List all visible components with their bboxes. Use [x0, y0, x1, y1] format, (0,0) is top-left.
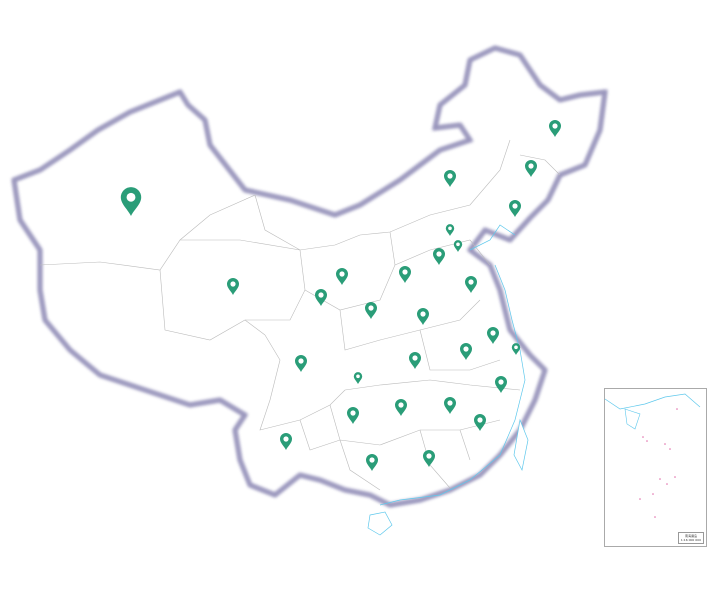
map-pin-icon-zhejiang[interactable]	[495, 376, 507, 393]
inset-legend: 南海诸岛 1:16 000 000	[677, 532, 704, 544]
south-china-sea-inset: 南海诸岛 1:16 000 000	[604, 388, 707, 547]
map-pin-icon-hebei[interactable]	[433, 248, 445, 265]
map-pin-icon-henan[interactable]	[417, 308, 429, 325]
map-pin-icon-jiangsu[interactable]	[487, 327, 499, 344]
map-pin-icon-jilin[interactable]	[525, 160, 537, 177]
map-pin-icon-hubei[interactable]	[409, 352, 421, 369]
map-pin-icon-hunan[interactable]	[395, 399, 407, 416]
coastline-water	[367, 224, 529, 536]
map-pin-icon-shanghai[interactable]	[511, 343, 521, 355]
inset-title: 南海诸岛	[684, 534, 697, 538]
map-pin-icon-shandong[interactable]	[465, 276, 477, 293]
country-outline	[11, 45, 608, 508]
province-boundaries	[39, 139, 561, 491]
marker-layer	[120, 120, 561, 471]
map-pin-icon-inner-mongolia[interactable]	[444, 170, 456, 187]
inset-map	[604, 393, 701, 518]
map-pin-icon-shanxi[interactable]	[399, 266, 411, 283]
map-pin-icon-tianjin[interactable]	[453, 240, 463, 252]
map-pin-icon-xinjiang[interactable]	[120, 187, 142, 216]
map-pin-icon-fujian[interactable]	[474, 414, 486, 431]
map-pin-icon-jiangxi[interactable]	[444, 397, 456, 414]
inset-scale: 1:16 000 000	[680, 538, 701, 542]
map-pin-icon-anhui[interactable]	[460, 343, 472, 360]
map-pin-icon-guangxi[interactable]	[366, 454, 378, 471]
map-pin-icon-heilongjiang[interactable]	[549, 120, 561, 137]
map-pin-icon-sichuan[interactable]	[295, 355, 307, 372]
map-pin-icon-ningxia[interactable]	[336, 268, 348, 285]
map-pin-icon-chongqing[interactable]	[353, 372, 363, 384]
map-pin-icon-qinghai[interactable]	[227, 278, 239, 295]
map-pin-icon-guizhou[interactable]	[347, 407, 359, 424]
map-pin-icon-yunnan[interactable]	[280, 433, 292, 450]
map-pin-icon-beijing[interactable]	[445, 224, 455, 236]
map-pin-icon-guangdong[interactable]	[423, 450, 435, 467]
map-pin-icon-shaanxi[interactable]	[365, 302, 377, 319]
map-pin-icon-liaoning[interactable]	[509, 200, 521, 217]
map-pin-icon-gansu[interactable]	[315, 289, 327, 306]
